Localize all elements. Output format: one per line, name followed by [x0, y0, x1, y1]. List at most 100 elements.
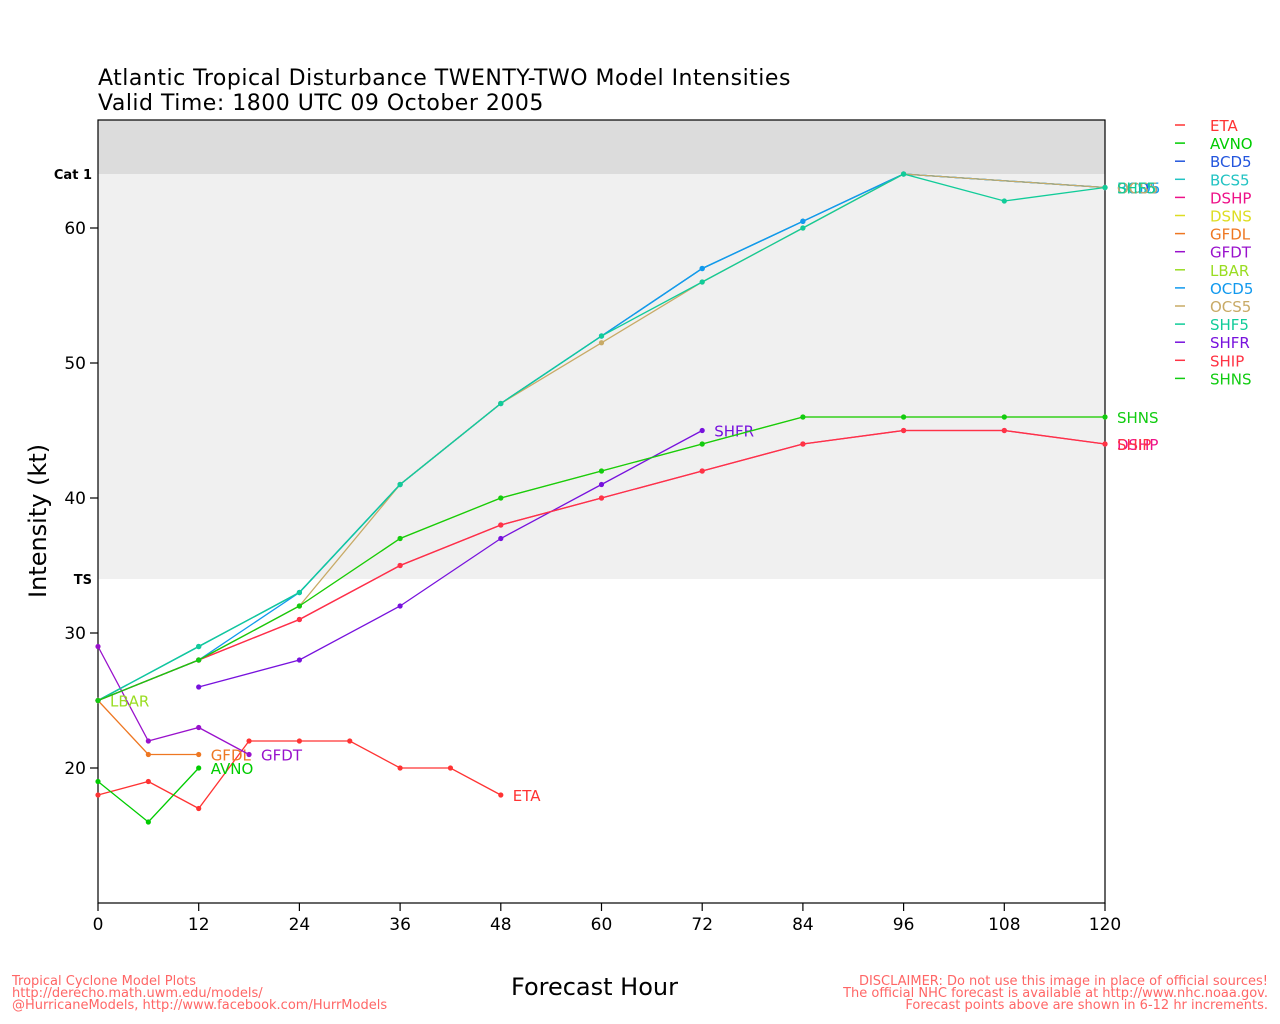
data-point — [296, 738, 302, 744]
data-point — [196, 765, 202, 771]
x-tick-label: 36 — [389, 915, 411, 935]
data-point — [296, 603, 302, 609]
data-point — [699, 279, 705, 285]
footer-disclaimer-line: The official NHC forecast is available a… — [843, 986, 1268, 1001]
data-point — [598, 468, 605, 474]
data-point — [598, 481, 605, 488]
x-tick-label: 60 — [591, 915, 613, 935]
data-point — [598, 333, 605, 339]
series-end-label: OCD5 — [1117, 180, 1160, 198]
data-point — [498, 495, 504, 501]
series-end-label: OCS5 — [1117, 180, 1158, 198]
data-point — [145, 751, 151, 758]
data-point — [95, 697, 101, 704]
data-point — [196, 657, 202, 663]
data-point — [95, 643, 101, 650]
data-point — [397, 765, 403, 771]
data-point — [246, 751, 252, 758]
series-end-label: BCS5 — [1117, 180, 1157, 198]
series-line — [97, 646, 250, 756]
data-point — [699, 441, 705, 447]
data-point — [397, 481, 403, 488]
series-end-label: AVNO — [211, 760, 254, 778]
series-line — [97, 767, 200, 823]
data-point — [296, 657, 302, 663]
y-tick-label: 30 — [64, 624, 86, 644]
data-point — [95, 778, 101, 785]
series-end-label: SHNS — [1117, 409, 1159, 427]
data-point — [246, 738, 252, 744]
data-point — [498, 535, 504, 542]
legend-entry: SHF5 — [1210, 316, 1249, 334]
legend-entry: ETA — [1210, 117, 1238, 135]
data-point — [1102, 441, 1108, 447]
legend-entry: DSNS — [1210, 208, 1252, 226]
legend-entry: OCD5 — [1210, 280, 1253, 298]
data-point — [196, 805, 202, 812]
data-point — [901, 427, 907, 434]
legend-entry: SHFR — [1210, 334, 1250, 352]
y-tick-label: 40 — [64, 489, 86, 509]
footer-disclaimer-line: Forecast points above are shown in 6-12 … — [905, 998, 1268, 1013]
threshold-label: TS — [74, 573, 92, 588]
data-point — [1102, 414, 1108, 420]
series-end-label: GFDT — [261, 747, 303, 765]
data-point — [901, 171, 907, 177]
data-point — [196, 684, 202, 690]
x-tick-label: 84 — [792, 915, 814, 935]
chart-subtitle: Valid Time: 1800 UTC 09 October 2005 — [98, 91, 544, 116]
series-end-label: LBAR — [110, 693, 149, 711]
data-point — [145, 738, 151, 744]
data-point — [800, 414, 806, 420]
y-tick-label: 50 — [64, 354, 86, 374]
data-point — [1001, 427, 1007, 434]
series-end-label: BCD5 — [1117, 180, 1159, 198]
footer-credits: Tropical Cyclone Model Plots http://dere… — [12, 975, 388, 1013]
chart-title: Atlantic Tropical Disturbance TWENTY-TWO… — [98, 66, 791, 91]
legend-entry: DSHP — [1210, 189, 1251, 207]
intensity-band — [98, 120, 1105, 174]
x-axis-label: Forecast Hour — [511, 973, 678, 1001]
series-end-label: SHFR — [714, 423, 754, 441]
data-point — [598, 340, 605, 346]
footer-credit-line: http://derecho.math.uwm.edu/models/ — [12, 986, 263, 1001]
x-tick-label: 108 — [988, 915, 1020, 935]
y-axis-label: Intensity (kt) — [24, 443, 52, 598]
data-point — [196, 724, 202, 731]
y-tick-label: 60 — [64, 219, 86, 239]
footer-credit-line: @HurricaneModels, http://www.facebook.co… — [12, 998, 388, 1013]
legend-entry: OCS5 — [1210, 298, 1251, 316]
footer-disclaimer-line: DISCLAIMER: Do not use this image in pla… — [858, 974, 1268, 989]
x-tick-label: 24 — [289, 915, 311, 935]
data-point — [347, 738, 353, 744]
legend-entry: BCD5 — [1210, 153, 1252, 171]
legend-entry: SHNS — [1210, 370, 1252, 388]
data-point — [447, 765, 454, 771]
series-end-label: SHIP — [1117, 436, 1151, 454]
legend-entry: GFDT — [1210, 244, 1252, 262]
series-end-label: DSHP — [1117, 436, 1158, 454]
y-tick-label: 20 — [64, 759, 86, 779]
data-point — [1001, 414, 1007, 420]
x-tick-label: 120 — [1089, 915, 1121, 935]
data-point — [397, 535, 403, 542]
legend-entry: SHIP — [1210, 352, 1244, 370]
data-point — [1001, 198, 1007, 204]
x-tick-label: 0 — [93, 915, 104, 935]
data-point — [800, 441, 806, 447]
series-end-label: ETA — [513, 787, 541, 805]
data-point — [498, 400, 504, 407]
legend-entry: LBAR — [1210, 262, 1249, 280]
data-point — [397, 603, 403, 609]
data-point — [196, 643, 202, 650]
data-point — [196, 751, 202, 758]
x-tick-label: 48 — [490, 915, 512, 935]
x-tick-label: 96 — [893, 915, 915, 935]
x-tick-label: 12 — [188, 915, 210, 935]
data-point — [296, 589, 302, 596]
legend-entry: BCS5 — [1210, 171, 1250, 189]
series-end-label: SHF5 — [1117, 180, 1156, 198]
data-point — [699, 427, 705, 434]
data-point — [1102, 184, 1108, 191]
